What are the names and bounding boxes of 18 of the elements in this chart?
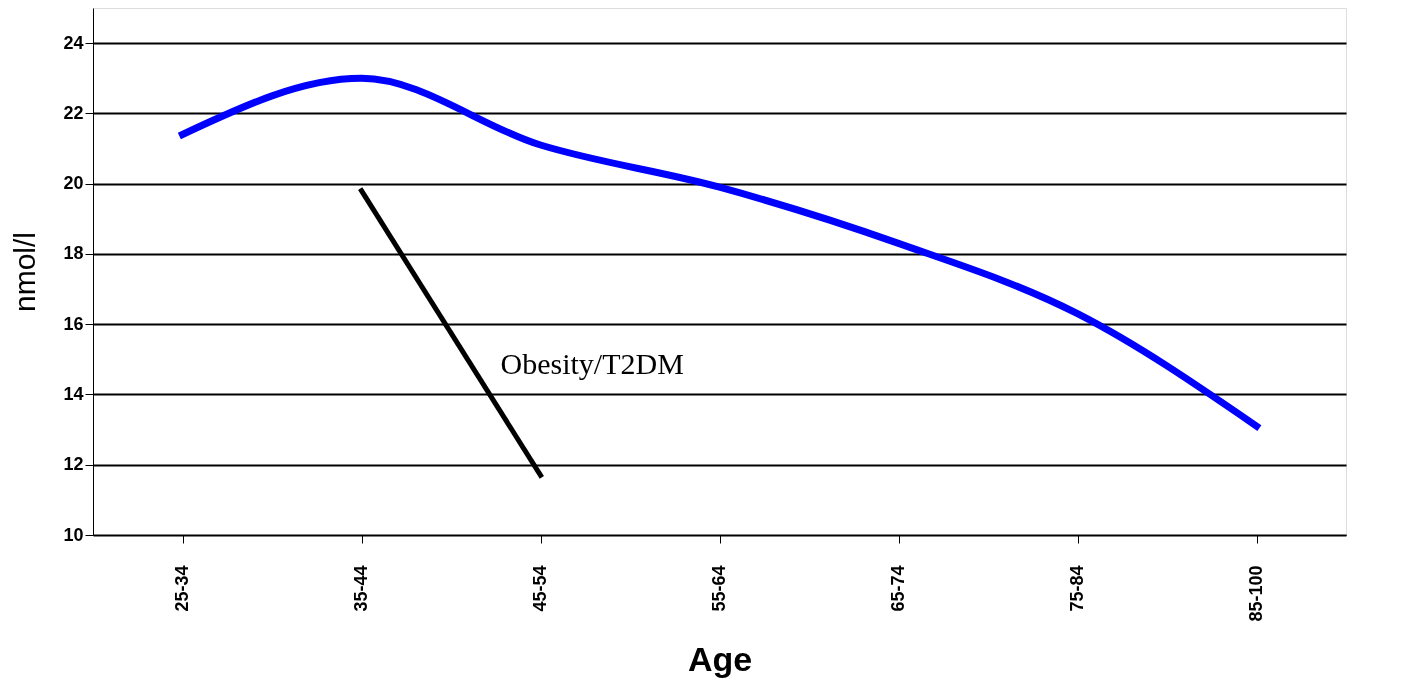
x-tick-label: 25-34 (172, 565, 192, 612)
y-tick-label: 18 (63, 243, 84, 264)
y-tick-label: 22 (63, 102, 84, 123)
x-tick-label: 45-54 (530, 565, 550, 612)
x-tick-label: 75-84 (1067, 565, 1087, 612)
x-tick-label: 35-44 (351, 565, 371, 612)
y-tick-label: 14 (63, 383, 84, 404)
y-tick-label: 20 (63, 173, 84, 194)
y-tick-label: 16 (63, 313, 84, 334)
series-label: Obesity/T2DM (500, 347, 684, 381)
x-tick-label: 65-74 (888, 565, 908, 612)
x-tick-label: 55-64 (709, 565, 729, 612)
x-tick-label: 85-100 (1246, 565, 1266, 622)
y-tick-label: 12 (63, 454, 84, 475)
y-tick-label: 24 (63, 32, 84, 53)
x-axis-title: Age (687, 639, 753, 678)
y-axis-title: nmol/l (8, 231, 42, 313)
y-tick-label: 10 (63, 524, 84, 545)
